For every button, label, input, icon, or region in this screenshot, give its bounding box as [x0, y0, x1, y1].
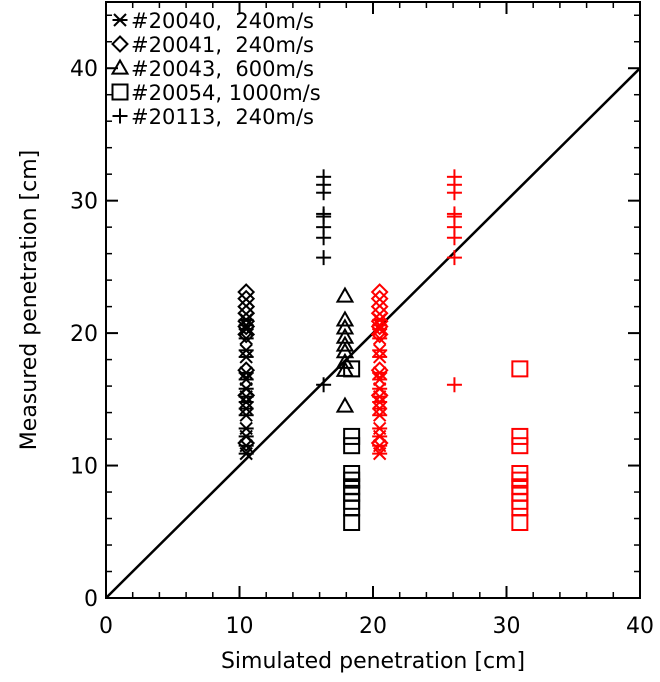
- diamond-point: [237, 325, 256, 344]
- legend-asterisk-symbol: [112, 13, 128, 27]
- plus-point: [446, 169, 462, 185]
- x-tick-label: 40: [626, 614, 654, 639]
- square-point: [511, 437, 529, 455]
- asterisk-point: [238, 343, 254, 358]
- diamond-point: [237, 289, 256, 308]
- diamond-point: [370, 289, 389, 308]
- square-point: [343, 437, 361, 455]
- y-tick-label: 40: [70, 57, 98, 82]
- legend-triangle-symbol: [110, 58, 130, 75]
- square-point: [343, 360, 361, 378]
- diamond-point: [370, 361, 389, 380]
- data-markers: [237, 169, 529, 532]
- plus-point: [446, 206, 462, 222]
- diamond-point: [370, 304, 389, 323]
- y-tick-label: 10: [70, 455, 98, 480]
- plus-point: [446, 377, 462, 393]
- legend-label: #20113, 240m/s: [131, 105, 314, 129]
- legend-label: #20041, 240m/s: [131, 33, 314, 57]
- square-point: [511, 514, 529, 532]
- triangle-point: [335, 327, 355, 344]
- diamond-point: [370, 297, 389, 316]
- x-axis-title: Simulated penetration [cm]: [221, 649, 525, 674]
- diamond-point: [237, 304, 256, 323]
- legend-diamond-symbol: [111, 35, 129, 53]
- asterisk-point: [372, 343, 388, 358]
- square-point: [511, 360, 529, 378]
- diamond-point: [370, 325, 389, 344]
- plus-point: [446, 250, 462, 266]
- triangle-point: [335, 335, 355, 352]
- plus-point: [316, 169, 332, 185]
- diamond-point: [237, 361, 256, 380]
- asterisk-point: [238, 421, 254, 436]
- plus-point: [316, 250, 332, 266]
- diamond-point: [237, 434, 256, 452]
- y-tick-label: 20: [70, 322, 98, 347]
- legend: #20040, 240m/s#20041, 240m/s#20043, 600m…: [110, 9, 321, 129]
- y-tick-label: 0: [84, 587, 98, 612]
- asterisk-point: [372, 421, 388, 436]
- legend-label: #20043, 600m/s: [131, 57, 314, 81]
- diamond-point: [237, 386, 256, 405]
- plus-point: [316, 206, 332, 222]
- x-tick-label: 20: [359, 614, 387, 639]
- square-point: [343, 514, 361, 532]
- x-tick-label: 0: [99, 614, 113, 639]
- legend-plus-symbol: [112, 108, 128, 124]
- square-point: [511, 427, 529, 445]
- triangle-point: [335, 286, 355, 303]
- diamond-point: [237, 297, 256, 316]
- diamond-point: [370, 312, 389, 331]
- diamond-point: [370, 386, 389, 405]
- diamond-point: [237, 283, 256, 301]
- plus-point: [316, 377, 332, 393]
- triangle-point: [335, 310, 355, 327]
- x-tick-label: 30: [493, 614, 521, 639]
- triangle-point: [335, 318, 355, 335]
- axis-ticks: 0 10 20 30 40 0 10 20 30 40: [70, 2, 654, 639]
- legend-label: #20040, 240m/s: [131, 9, 314, 33]
- legend-square-symbol: [111, 83, 129, 101]
- diamond-point: [370, 434, 389, 452]
- triangle-point: [335, 396, 355, 413]
- y-axis-title: Measured penetration [cm]: [17, 150, 42, 450]
- x-tick-label: 10: [226, 614, 254, 639]
- diamond-point: [237, 312, 256, 331]
- legend-label: #20054, 1000m/s: [131, 81, 321, 105]
- y-tick-label: 30: [70, 190, 98, 215]
- square-point: [343, 427, 361, 445]
- diamond-point: [370, 283, 389, 301]
